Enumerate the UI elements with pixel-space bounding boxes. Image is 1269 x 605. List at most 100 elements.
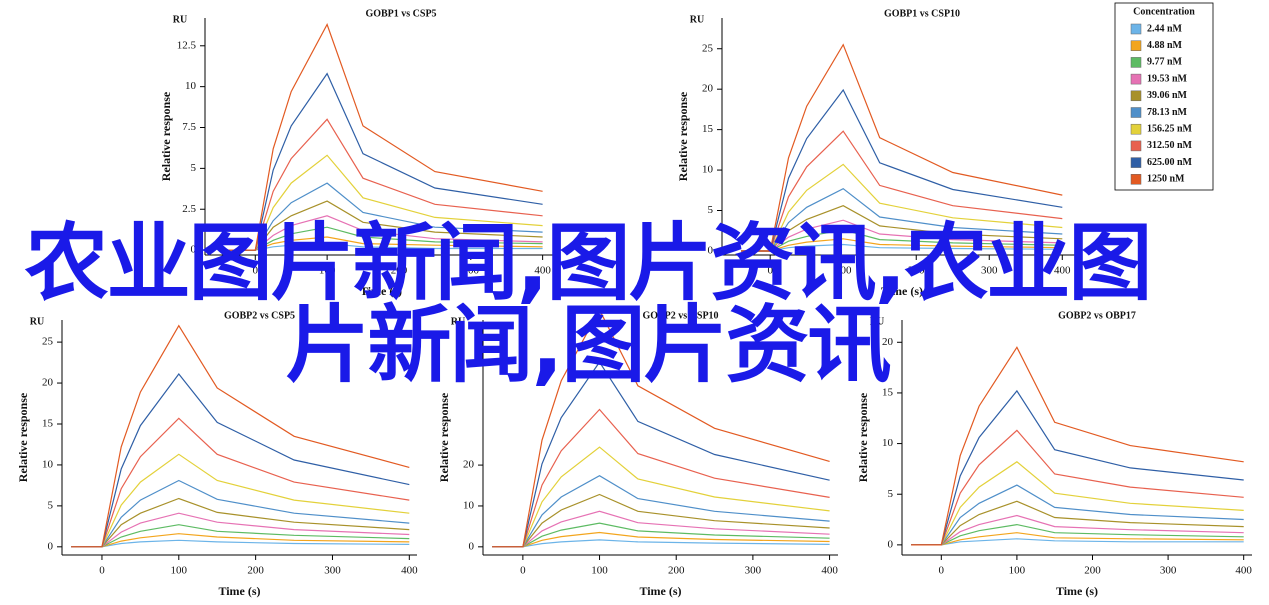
x-tick-label: 400	[534, 265, 551, 277]
response-curve	[492, 361, 830, 548]
x-tick-label: 100	[171, 565, 188, 577]
y-tick-label: 10	[185, 80, 197, 92]
response-curve	[741, 187, 1063, 252]
response-curve	[741, 219, 1063, 252]
response-curve	[226, 182, 543, 251]
x-tick-label: 200	[391, 265, 408, 277]
y-tick-label: 10	[882, 437, 894, 449]
y-tick-label: 25	[702, 42, 714, 54]
y-tick-label: 15	[42, 418, 54, 430]
legend-label: 78.13 nM	[1147, 107, 1188, 118]
x-tick-label: 400	[821, 565, 838, 577]
response-curve	[911, 500, 1244, 546]
y-tick-label: 0	[191, 244, 197, 256]
legend-label: 312.50 nM	[1147, 140, 1193, 151]
unit-label: RU	[451, 316, 465, 327]
x-tick-label: 200	[1084, 565, 1101, 577]
unit-label: RU	[690, 14, 704, 25]
y-tick-label: 10	[42, 458, 54, 470]
response-curve	[911, 532, 1244, 546]
y-tick-label: 20	[463, 459, 475, 471]
y-tick-label: 5	[888, 488, 894, 500]
y-axis-label: Relative response	[16, 392, 30, 482]
y-tick-label: 2.5	[182, 203, 196, 215]
response-curve	[226, 72, 543, 251]
x-tick-label: 0	[520, 565, 526, 577]
x-tick-label: 400	[1054, 265, 1071, 277]
x-tick-label: 400	[1235, 565, 1252, 577]
response-curve	[71, 533, 410, 548]
chart-title: GOBP2 vs CSP5	[224, 310, 295, 321]
legend-label: 156.25 nM	[1147, 123, 1193, 134]
legend-swatch	[1130, 157, 1142, 168]
y-tick-label: 10	[463, 499, 475, 511]
x-tick-label: 300	[1160, 565, 1177, 577]
response-curve	[71, 497, 410, 548]
y-tick-label: 0	[888, 538, 894, 550]
x-tick-label: 0	[99, 565, 105, 577]
legend-swatch	[1130, 57, 1142, 68]
y-tick-label: 15	[882, 386, 894, 398]
x-tick-label: 100	[1009, 565, 1026, 577]
x-tick-label: 200	[668, 565, 685, 577]
legend-swatch	[1130, 90, 1142, 102]
response-curve	[71, 324, 410, 548]
legend-label: 9.77 nM	[1147, 57, 1183, 68]
y-tick-label: 12.5	[177, 39, 197, 51]
y-tick-label: 5	[191, 162, 197, 174]
response-curve	[226, 215, 543, 251]
legend-swatch	[1130, 107, 1142, 118]
response-curve	[741, 43, 1063, 252]
x-tick-label: 300	[745, 565, 762, 577]
legend-swatch	[1130, 140, 1142, 152]
response-curve	[492, 522, 830, 548]
response-curve	[226, 226, 543, 251]
legend-swatch	[1130, 40, 1142, 51]
response-curve	[71, 479, 410, 548]
x-tick-label: 0	[767, 265, 773, 277]
response-curve	[741, 238, 1063, 252]
y-tick-label: 5	[48, 499, 54, 511]
x-tick-label: 300	[981, 265, 998, 277]
x-tick-label: 200	[247, 565, 264, 577]
chart-title: GOBP1 vs CSP10	[884, 8, 960, 19]
response-curve	[71, 417, 410, 548]
x-axis-label: Time (s)	[639, 584, 681, 598]
y-tick-label: 20	[42, 377, 54, 389]
y-axis-label: Relative response	[159, 91, 173, 181]
x-axis-label: Time (s)	[881, 284, 923, 298]
y-tick-label: 20	[882, 336, 894, 348]
response-curve	[226, 154, 543, 251]
response-curve	[911, 461, 1244, 546]
unit-label: RU	[870, 316, 884, 327]
legend-swatch	[1130, 23, 1142, 35]
response-curve	[492, 475, 830, 548]
response-curve	[911, 484, 1244, 546]
legend-swatch	[1130, 174, 1142, 185]
x-tick-label: 0	[253, 265, 259, 277]
response-curve	[71, 373, 410, 548]
response-curve	[741, 88, 1063, 252]
legend-label: 4.88 nM	[1147, 40, 1183, 51]
x-tick-label: 100	[591, 565, 608, 577]
x-tick-label: 0	[939, 565, 945, 577]
y-axis-label: Relative response	[437, 392, 451, 482]
response-curve	[741, 163, 1063, 252]
response-curve	[911, 429, 1244, 546]
y-tick-label: 0	[469, 540, 475, 552]
x-tick-label: 300	[324, 565, 341, 577]
y-axis-label: Relative response	[676, 91, 690, 181]
chart-title: GOBP2 vs OBP17	[1058, 310, 1136, 321]
legend-swatch	[1130, 73, 1142, 85]
response-curve	[71, 453, 410, 548]
response-curve	[741, 130, 1063, 252]
y-tick-label: 20	[702, 83, 714, 95]
response-curve	[226, 118, 543, 251]
y-tick-label: 7.5	[182, 121, 196, 133]
y-tick-label: 15	[702, 123, 714, 135]
x-tick-label: 300	[463, 265, 480, 277]
y-tick-label: 0	[48, 540, 54, 552]
y-tick-label: 5	[708, 204, 714, 216]
x-tick-label: 100	[835, 265, 852, 277]
